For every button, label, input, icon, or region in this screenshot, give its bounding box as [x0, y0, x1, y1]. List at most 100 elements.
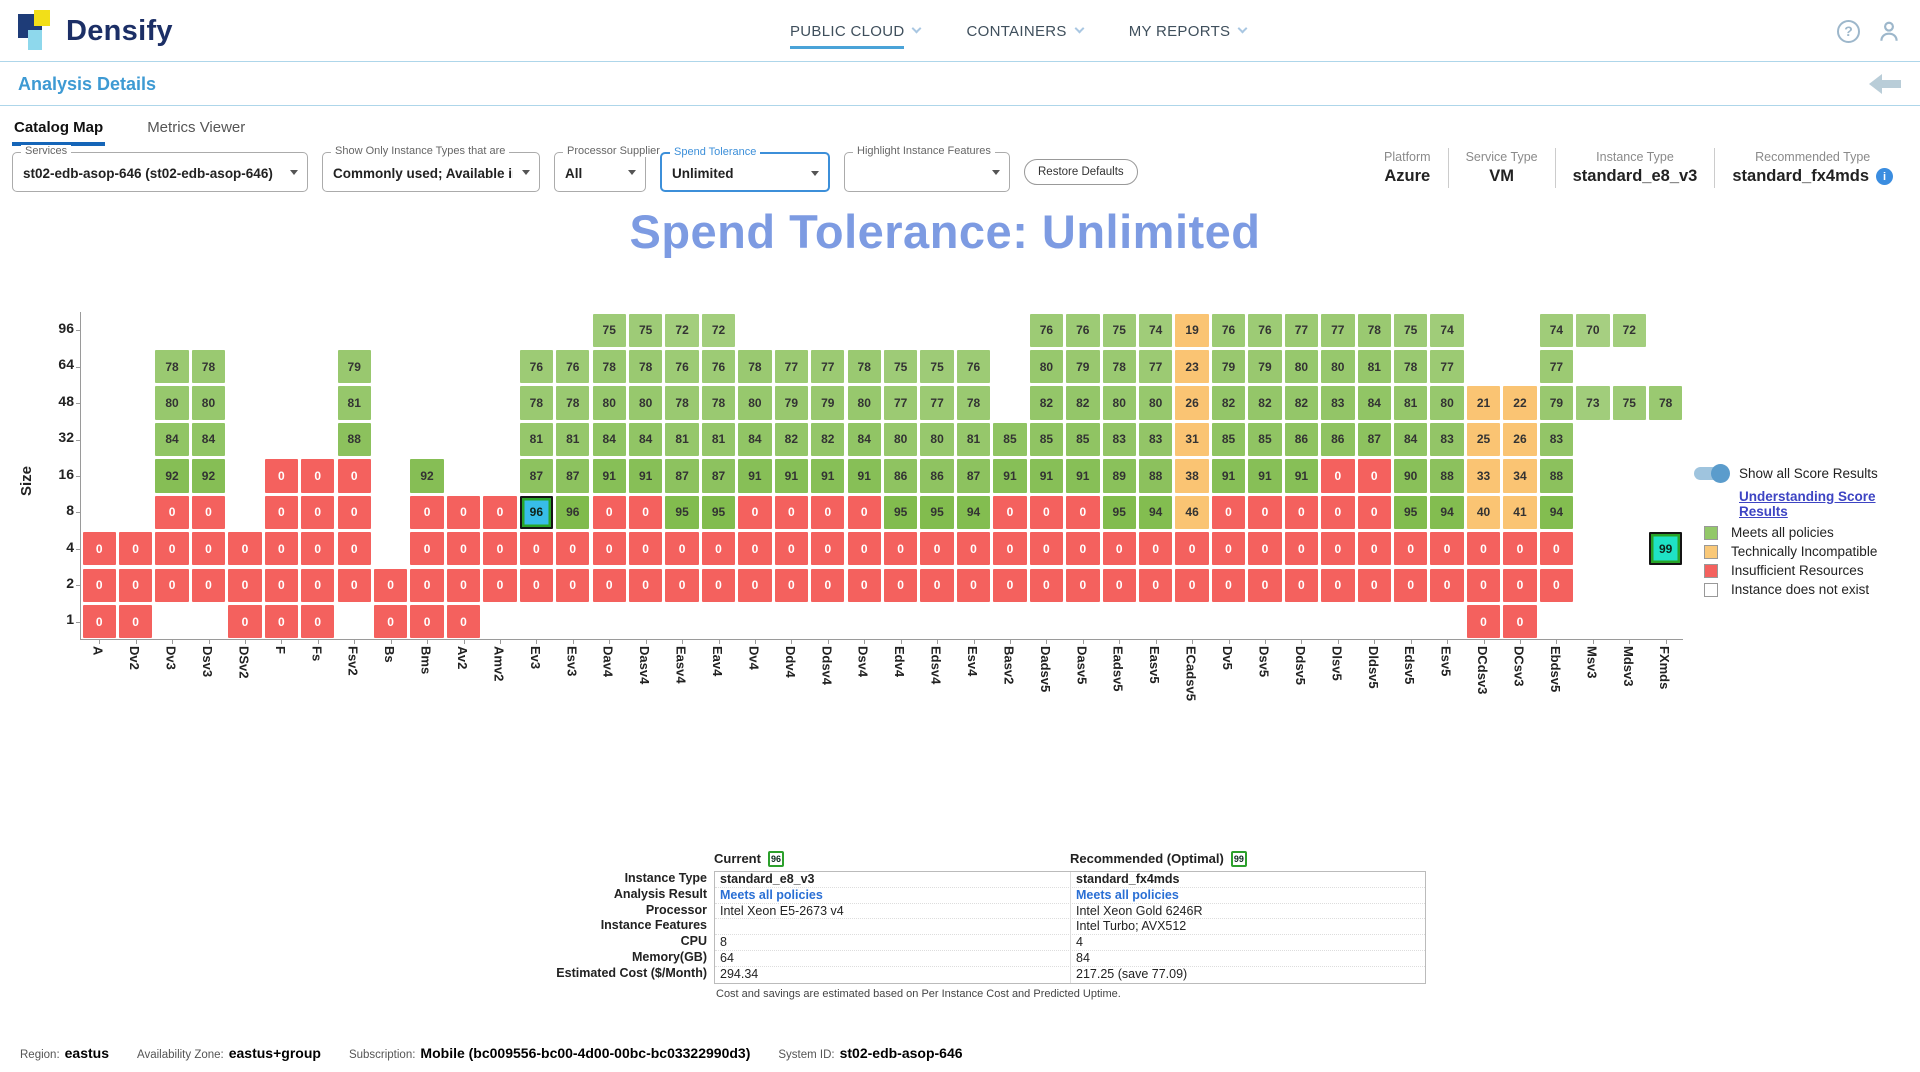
heatmap-cell-Esv5-64[interactable]: 77: [1430, 349, 1464, 384]
heatmap-cell-Dasv4-2[interactable]: 0: [628, 568, 663, 602]
show-all-scores-toggle[interactable]: [1694, 464, 1730, 483]
heatmap-cell-Esv4-8[interactable]: 94: [956, 495, 991, 530]
heatmap-cell-Eadsv5-8[interactable]: 95: [1102, 495, 1136, 530]
heatmap-cell-DCdsv3-1[interactable]: 0: [1466, 604, 1501, 639]
heatmap-cell-Dsv5-4[interactable]: 0: [1248, 532, 1282, 566]
densify-logo[interactable]: Densify: [16, 10, 173, 52]
heatmap-cell-Dv3-48[interactable]: 80: [155, 386, 189, 420]
heatmap-cell-Edsv5-8[interactable]: 95: [1393, 495, 1428, 530]
heatmap-cell-Edv4-8[interactable]: 95: [883, 495, 918, 530]
heatmap-cell-Easv4-2[interactable]: 0: [665, 568, 699, 602]
heatmap-cell-Dasv5-32[interactable]: 85: [1066, 422, 1100, 457]
heatmap-cell-Esv3-2[interactable]: 0: [556, 568, 590, 602]
heatmap-cell-Ev3-4[interactable]: 0: [519, 532, 554, 566]
heatmap-cell-Bms-16[interactable]: 92: [410, 459, 444, 493]
heatmap-cell-Easv5-8[interactable]: 94: [1138, 495, 1173, 530]
heatmap-cell-Eadsv5-32[interactable]: 83: [1102, 422, 1136, 457]
heatmap-cell-FXmds-4[interactable]: 99: [1648, 532, 1683, 566]
heatmap-cell-Eav4-32[interactable]: 81: [701, 422, 736, 457]
heatmap-cell-Fsv2-2[interactable]: 0: [337, 568, 371, 602]
heatmap-cell-Eav4-8[interactable]: 95: [701, 495, 736, 530]
restore-defaults-button[interactable]: Restore Defaults: [1024, 159, 1138, 185]
heatmap-cell-Dasv4-16[interactable]: 91: [628, 459, 663, 493]
heatmap-cell-Ev3-2[interactable]: 0: [519, 568, 554, 602]
heatmap-cell-Easv5-64[interactable]: 77: [1138, 349, 1173, 384]
heatmap-cell-Ebdsv5-4[interactable]: 0: [1539, 532, 1574, 566]
heatmap-cell-Dav4-2[interactable]: 0: [592, 568, 626, 602]
heatmap-cell-Eadsv5-2[interactable]: 0: [1102, 568, 1136, 602]
heatmap-cell-Dasv5-4[interactable]: 0: [1066, 532, 1100, 566]
heatmap-cell-Ddsv5-4[interactable]: 0: [1284, 532, 1319, 566]
heatmap-cell-ECadsv5-8[interactable]: 46: [1175, 495, 1209, 530]
heatmap-cell-Ev3-32[interactable]: 81: [519, 422, 554, 457]
heatmap-cell-Ddv4-64[interactable]: 77: [774, 349, 809, 384]
heatmap-cell-Basv2-4[interactable]: 0: [993, 532, 1027, 566]
heatmap-cell-Ebdsv5-8[interactable]: 94: [1539, 495, 1574, 530]
heatmap-cell-Ddsv4-32[interactable]: 82: [811, 422, 845, 457]
heatmap-cell-Esv4-64[interactable]: 76: [956, 349, 991, 384]
heatmap-cell-Edsv5-48[interactable]: 81: [1393, 386, 1428, 420]
heatmap-cell-Eav4-48[interactable]: 78: [701, 386, 736, 420]
heatmap-cell-Dadsv5-48[interactable]: 82: [1029, 386, 1064, 420]
heatmap-cell-Dlsv5-8[interactable]: 0: [1321, 495, 1355, 530]
heatmap-cell-Dlsv5-96[interactable]: 77: [1321, 313, 1355, 347]
heatmap-cell-Dsv3-32[interactable]: 84: [191, 422, 226, 457]
services-dropdown[interactable]: Services st02-edb-asop-646 (st02-edb-aso…: [12, 145, 308, 192]
heatmap-cell-Esv5-4[interactable]: 0: [1430, 532, 1464, 566]
heatmap-cell-DCsv3-48[interactable]: 22: [1503, 386, 1537, 420]
heatmap-cell-Esv5-96[interactable]: 74: [1430, 313, 1464, 347]
heatmap-cell-Easv5-32[interactable]: 83: [1138, 422, 1173, 457]
info-icon[interactable]: i: [1876, 168, 1893, 185]
heatmap-cell-ECadsv5-2[interactable]: 0: [1175, 568, 1209, 602]
heatmap-cell-Dsv4-48[interactable]: 80: [847, 386, 881, 420]
heatmap-cell-Amv2-8[interactable]: 0: [483, 495, 517, 530]
heatmap-cell-Fsv2-48[interactable]: 81: [337, 386, 371, 420]
heatmap-cell-Easv4-16[interactable]: 87: [665, 459, 699, 493]
heatmap-cell-Ddsv4-2[interactable]: 0: [811, 568, 845, 602]
heatmap-cell-Dv4-32[interactable]: 84: [738, 422, 772, 457]
recommended-value[interactable]: Meets all policies: [1070, 887, 1425, 903]
heatmap-cell-Edsv4-4[interactable]: 0: [920, 532, 954, 566]
heatmap-cell-DCdsv3-32[interactable]: 25: [1466, 422, 1501, 457]
heatmap-cell-Ddv4-8[interactable]: 0: [774, 495, 809, 530]
heatmap-cell-Ddsv4-64[interactable]: 77: [811, 349, 845, 384]
heatmap-cell-Dv5-64[interactable]: 79: [1211, 349, 1246, 384]
heatmap-cell-Dlsv5-4[interactable]: 0: [1321, 532, 1355, 566]
heatmap-cell-DCdsv3-16[interactable]: 33: [1466, 459, 1501, 493]
heatmap-cell-A-4[interactable]: 0: [82, 532, 116, 566]
heatmap-cell-Dadsv5-32[interactable]: 85: [1029, 422, 1064, 457]
current-value[interactable]: Meets all policies: [720, 887, 823, 902]
heatmap-cell-Ebdsv5-48[interactable]: 79: [1539, 386, 1574, 420]
heatmap-cell-Dasv4-48[interactable]: 80: [628, 386, 663, 420]
heatmap-cell-Dsv4-32[interactable]: 84: [847, 422, 881, 457]
heatmap-cell-Dsv3-16[interactable]: 92: [191, 459, 226, 493]
heatmap-cell-DCsv3-4[interactable]: 0: [1503, 532, 1537, 566]
heatmap-cell-Ddsv5-32[interactable]: 86: [1284, 422, 1319, 457]
heatmap-cell-Dsv3-48[interactable]: 80: [191, 386, 226, 420]
heatmap-cell-Esv3-32[interactable]: 81: [556, 422, 590, 457]
heatmap-cell-Esv3-4[interactable]: 0: [556, 532, 590, 566]
heatmap-cell-Dldsv5-8[interactable]: 0: [1357, 495, 1391, 530]
heatmap-cell-Edsv5-4[interactable]: 0: [1393, 532, 1428, 566]
heatmap-cell-Fsv2-8[interactable]: 0: [337, 495, 371, 530]
heatmap-cell-F-2[interactable]: 0: [264, 568, 299, 602]
heatmap-cell-Easv5-48[interactable]: 80: [1138, 386, 1173, 420]
heatmap-cell-DSv2-2[interactable]: 0: [228, 568, 262, 602]
heatmap-cell-Esv3-48[interactable]: 78: [556, 386, 590, 420]
heatmap-cell-Easv5-96[interactable]: 74: [1138, 313, 1173, 347]
heatmap-cell-Dv5-16[interactable]: 91: [1211, 459, 1246, 493]
tab-catalog-map[interactable]: Catalog Map: [12, 111, 106, 148]
heatmap-cell-ECadsv5-32[interactable]: 31: [1175, 422, 1209, 457]
heatmap-cell-Dsv3-2[interactable]: 0: [191, 568, 226, 602]
heatmap-cell-Dv2-2[interactable]: 0: [118, 568, 153, 602]
heatmap-cell-Dasv5-96[interactable]: 76: [1066, 313, 1100, 347]
heatmap-cell-Fs-8[interactable]: 0: [301, 495, 335, 530]
heatmap-cell-Dldsv5-32[interactable]: 87: [1357, 422, 1391, 457]
nav-item-my-reports[interactable]: MY REPORTS: [1129, 0, 1248, 62]
heatmap-cell-Ddv4-16[interactable]: 91: [774, 459, 809, 493]
heatmap-cell-Edv4-32[interactable]: 80: [883, 422, 918, 457]
heatmap-cell-Edsv5-96[interactable]: 75: [1393, 313, 1428, 347]
heatmap-cell-Easv5-16[interactable]: 88: [1138, 459, 1173, 493]
heatmap-cell-Dlsv5-48[interactable]: 83: [1321, 386, 1355, 420]
heatmap-cell-Dsv4-16[interactable]: 91: [847, 459, 881, 493]
